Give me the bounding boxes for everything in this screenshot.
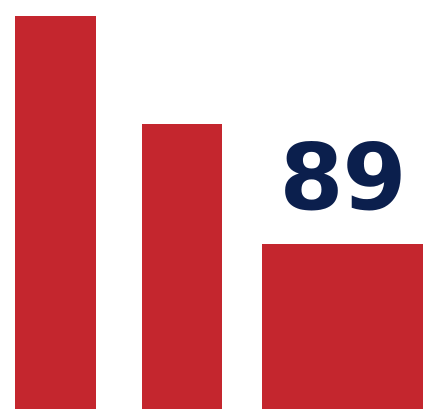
logo-bar-tall bbox=[15, 16, 96, 409]
logo-bar-short bbox=[262, 244, 423, 409]
logo-bar-medium bbox=[142, 124, 222, 409]
logo-number: 89 bbox=[279, 124, 406, 231]
